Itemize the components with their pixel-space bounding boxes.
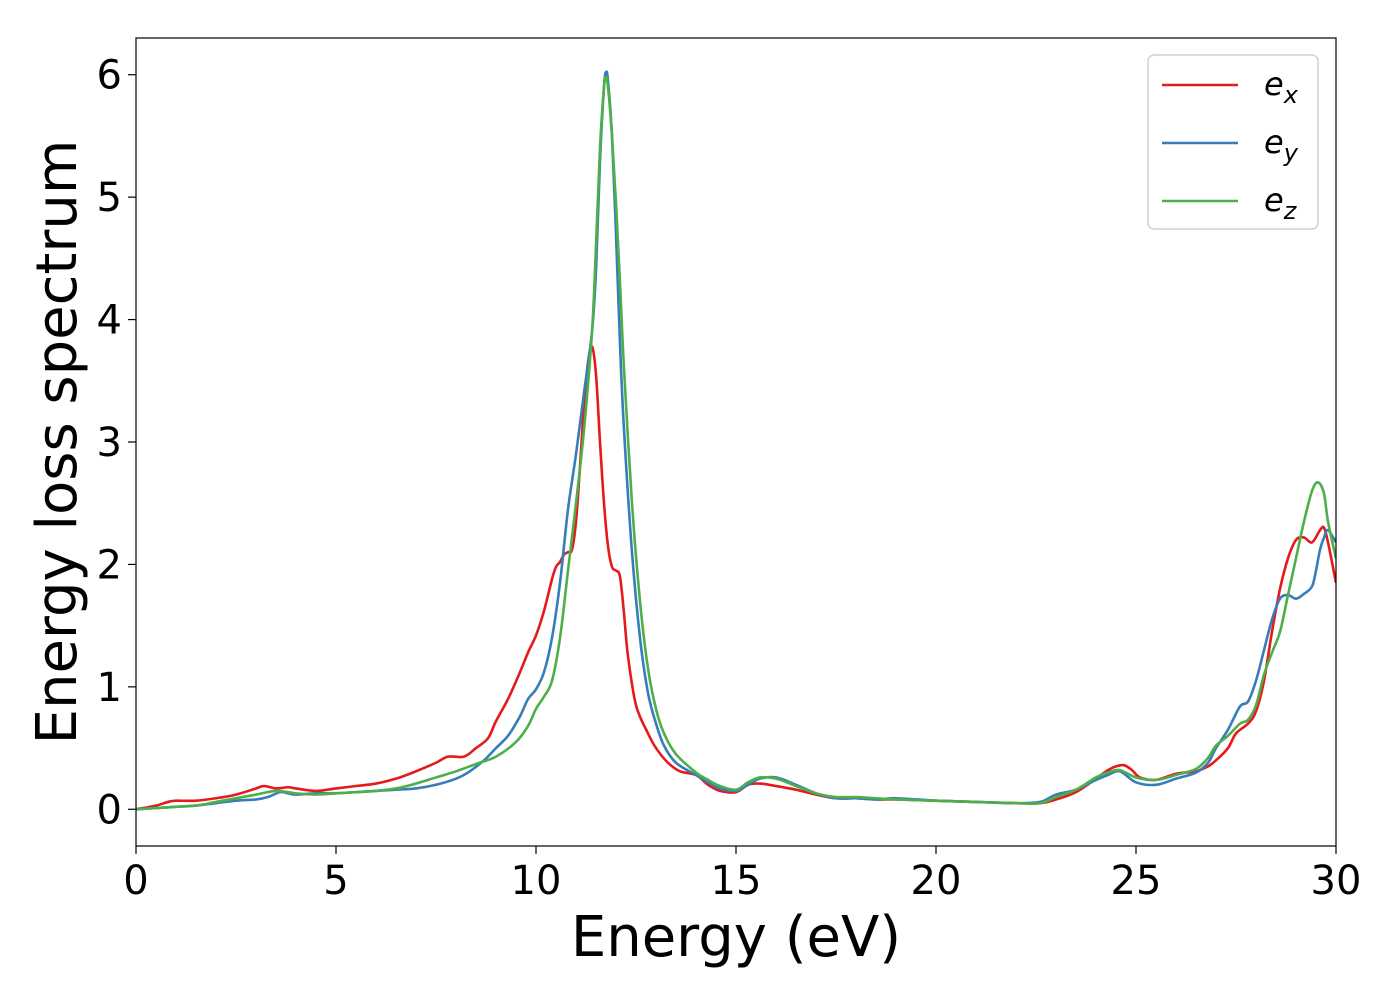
x-axis-ticks: 0 5 10 15 20 25 30	[123, 846, 1361, 904]
series-layer	[136, 70, 1336, 811]
series-line-e-z	[136, 75, 1336, 811]
series-line-e-y	[136, 70, 1336, 811]
legend-label-e-x: ex	[1264, 65, 1299, 109]
x-tick-label: 15	[711, 858, 762, 904]
series-line-e-x	[136, 344, 1336, 811]
x-axis-label: Energy (eV)	[571, 905, 901, 970]
legend-label-e-z: ez	[1264, 181, 1298, 225]
plot-background	[136, 38, 1336, 846]
legend-entries: ex ey ez	[1162, 65, 1299, 225]
y-tick-label: 4	[97, 298, 122, 344]
x-tick-label: 30	[1311, 858, 1362, 904]
y-tick-label: 6	[97, 53, 122, 99]
x-tick-label: 10	[511, 858, 562, 904]
x-tick-label: 25	[1111, 858, 1162, 904]
x-tick-label: 20	[911, 858, 962, 904]
y-tick-label: 1	[97, 665, 122, 711]
legend-label-e-y: ey	[1264, 123, 1299, 167]
y-axis-label: Energy loss spectrum	[25, 140, 90, 745]
legend: ex ey ez	[1147, 54, 1319, 230]
y-tick-label: 5	[97, 175, 122, 221]
x-tick-label: 0	[123, 858, 148, 904]
y-tick-label: 2	[97, 542, 122, 588]
y-tick-label: 0	[97, 787, 122, 833]
y-tick-label: 3	[97, 420, 122, 466]
x-tick-label: 5	[323, 858, 348, 904]
y-axis-ticks: 0 1 2 3 4 5 6	[97, 53, 136, 833]
